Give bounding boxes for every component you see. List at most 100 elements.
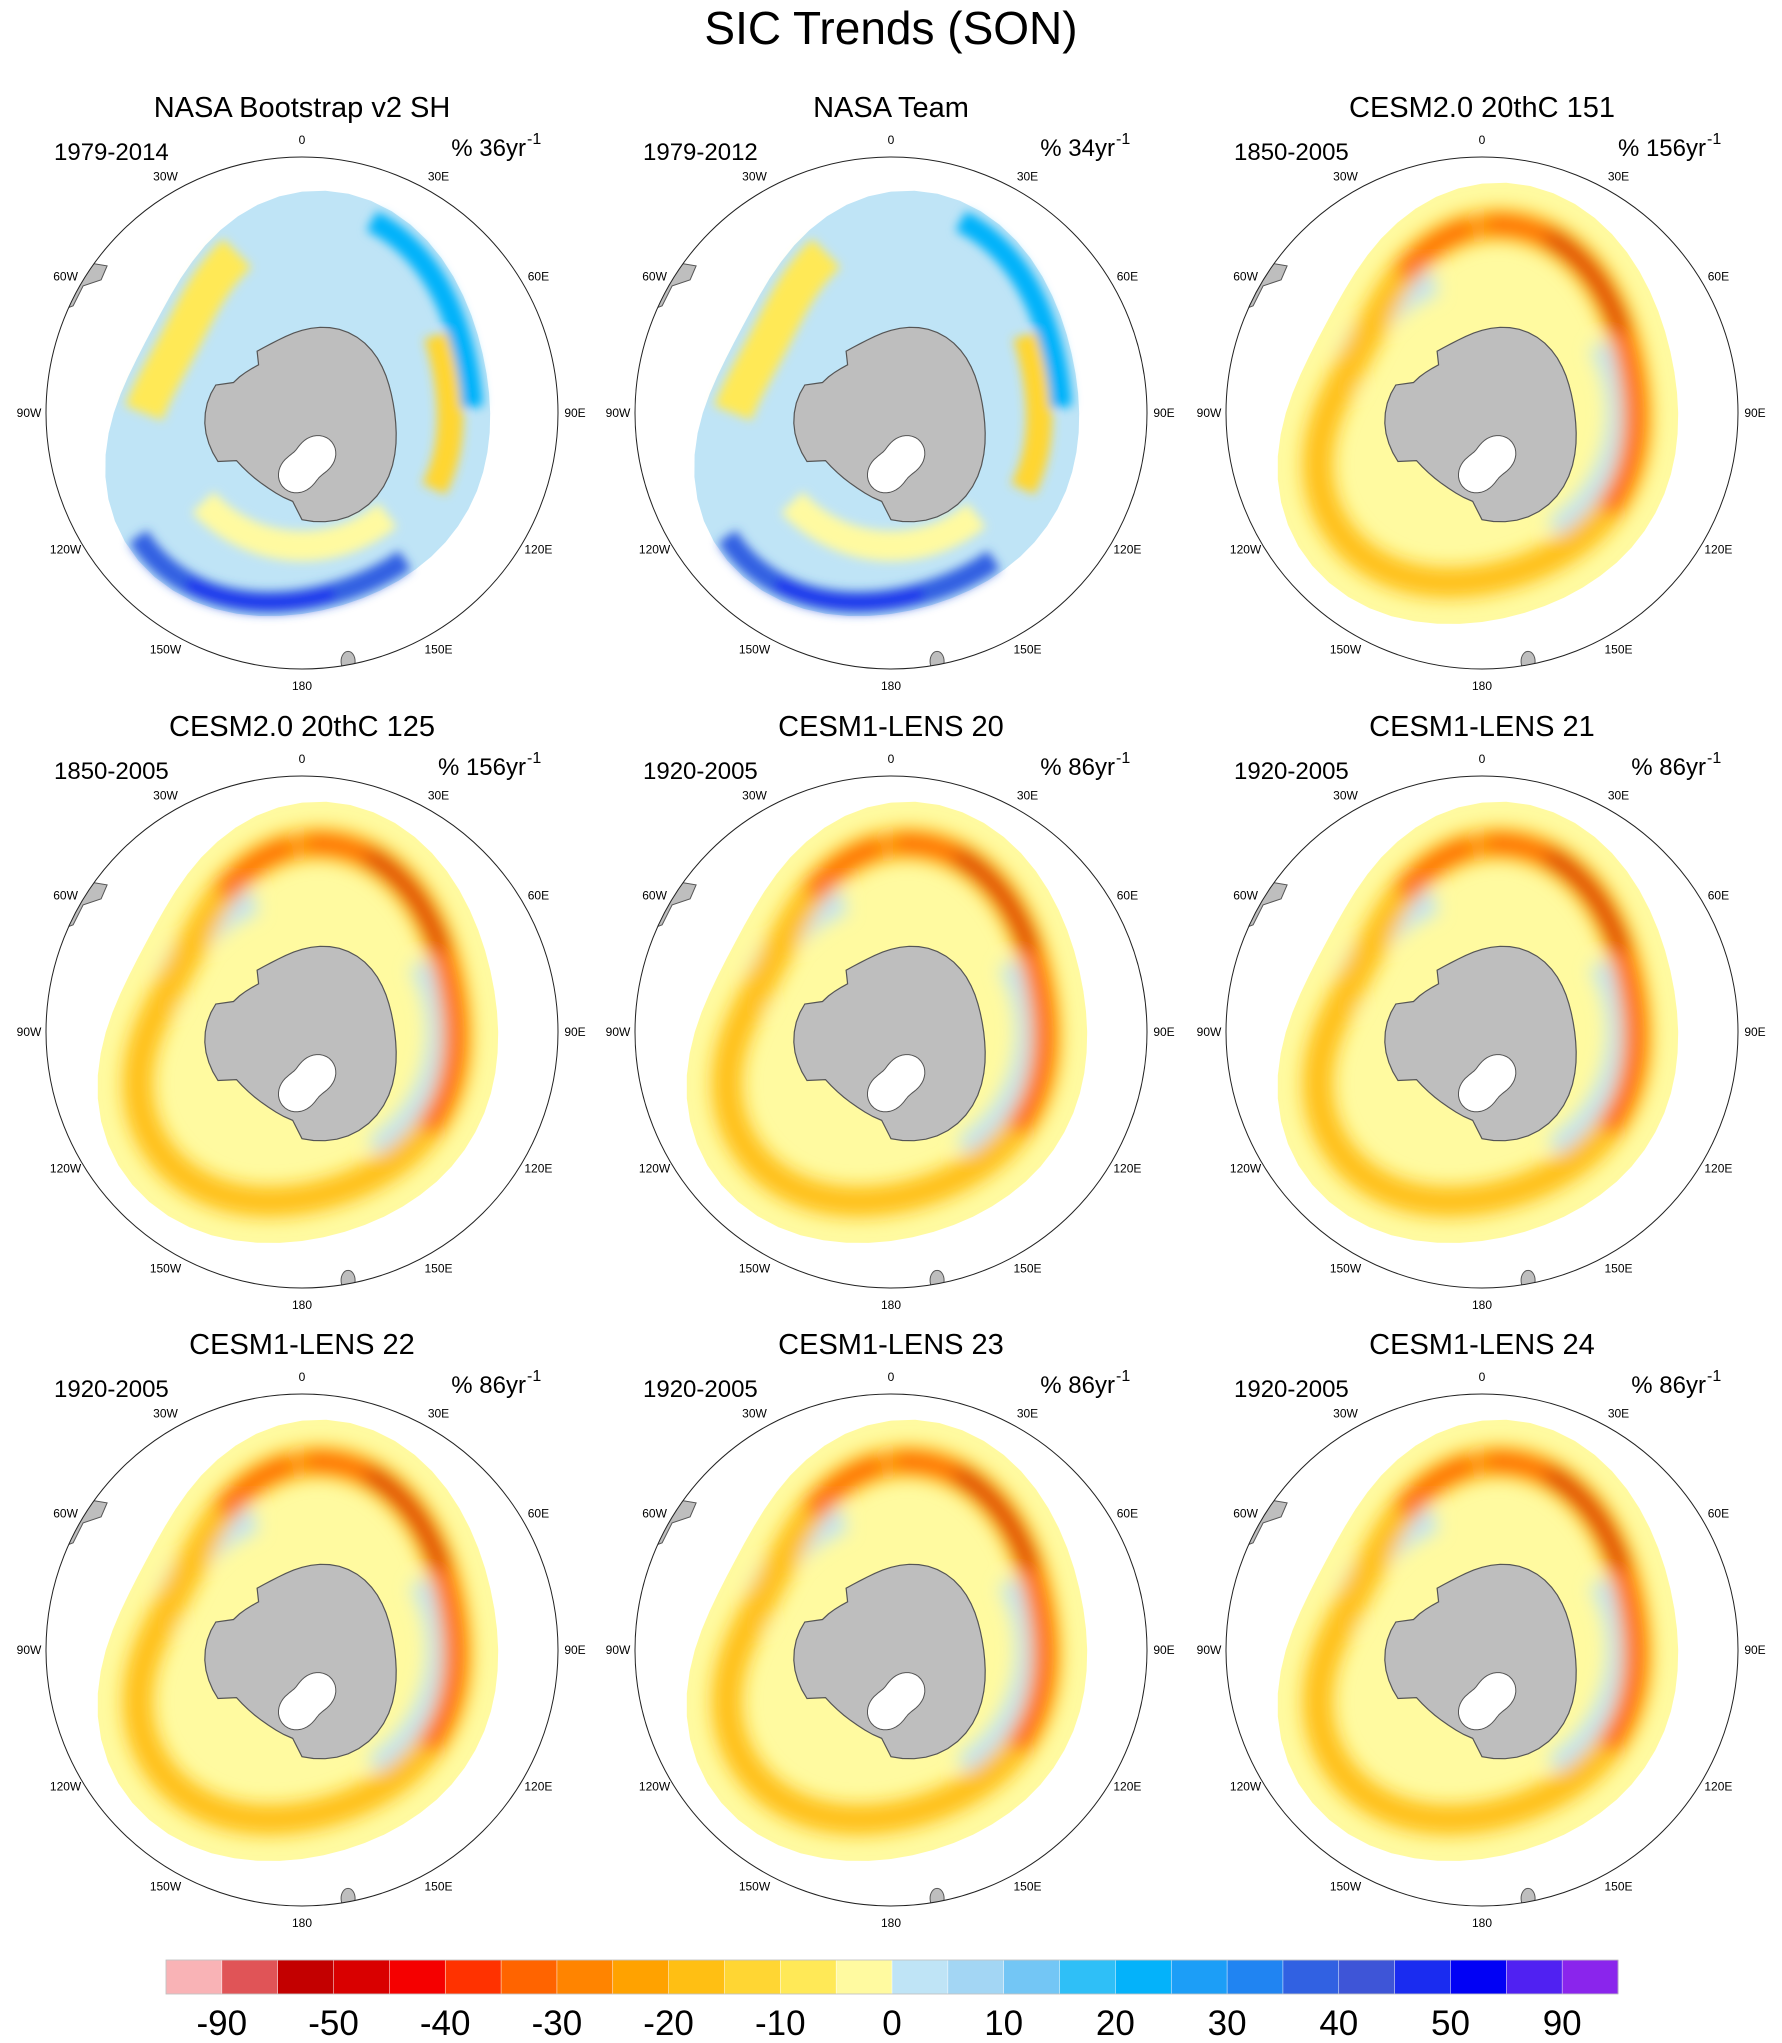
- colorbar-label: 10: [984, 2004, 1023, 2043]
- panel-units: % 86yr: [1631, 1372, 1706, 1399]
- longitude-tick-label: 30E: [428, 789, 449, 803]
- longitude-tick-label: 30W: [742, 789, 767, 803]
- panel-period: 1979-2014: [54, 139, 169, 166]
- antarctica-landmass: [204, 1563, 397, 1760]
- longitude-tick-label: 120W: [1230, 543, 1262, 557]
- ross-ice-shelf: [1458, 1054, 1517, 1113]
- longitude-tick-label: 90E: [564, 1643, 585, 1657]
- ross-ice-shelf: [278, 435, 337, 494]
- panel-period: 1920-2005: [1234, 1376, 1349, 1403]
- longitude-tick-label: 150W: [739, 1879, 771, 1893]
- longitude-tick-label: 120W: [639, 543, 671, 557]
- trend-negative-patch: [125, 238, 252, 421]
- island-landmass: [1520, 1269, 1536, 1288]
- panel-title: CESM1-LENS 23: [778, 1329, 1004, 1361]
- map-panel: 0 30E 60E 90E 120E 150E 180 150W 120W 90W 60W 30W CE…: [1197, 1329, 1766, 1930]
- map-panel: 0 30E 60E 90E 120E 150E 180 150W 120W 90W 60W 30W CE…: [17, 1329, 586, 1930]
- island-landmass: [929, 1269, 945, 1288]
- trend-negative-core: [362, 1465, 450, 1572]
- longitude-tick-label: 150W: [1330, 1879, 1362, 1893]
- longitude-tick-label: 120W: [50, 1780, 82, 1794]
- panel-units: % 86yr: [1040, 1372, 1115, 1399]
- colorbar-swatch: [389, 1959, 447, 1995]
- trend-positive-band: [774, 578, 925, 608]
- colorbar-swatch: [333, 1959, 391, 1995]
- longitude-tick-label: 150W: [1330, 642, 1362, 656]
- ross-ice-shelf: [867, 1672, 926, 1731]
- longitude-tick-label: 90E: [1153, 1025, 1174, 1039]
- longitude-tick-label: 150E: [1604, 1879, 1632, 1893]
- panel-units-exponent: -1: [527, 750, 541, 767]
- trend-negative-core: [1542, 1465, 1630, 1572]
- longitude-tick-label: 120W: [50, 1162, 82, 1176]
- longitude-tick-label: 150E: [424, 642, 452, 656]
- longitude-tick-label: 180: [881, 1916, 901, 1930]
- island-landmass: [929, 1887, 945, 1906]
- antarctica-landmass: [793, 326, 986, 523]
- longitude-tick-label: 0: [299, 752, 306, 766]
- map-boundary-circle: [634, 1393, 1148, 1907]
- map-panel: 0 30E 60E 90E 120E 150E 180 150W 120W 90W 60W 30W NA…: [606, 92, 1175, 693]
- colorbar-label: 0: [882, 2004, 901, 2043]
- colorbar-swatch: [1338, 1959, 1396, 1995]
- ross-ice-shelf: [1458, 1672, 1517, 1731]
- longitude-tick-label: 30W: [153, 170, 178, 184]
- panel-title: CESM1-LENS 21: [1369, 711, 1595, 743]
- longitude-tick-label: 30E: [1017, 170, 1038, 184]
- colorbar: -90 -50 -40 -30 -20 -10 0 10 20 30 40 50 90: [165, 1959, 1619, 2043]
- longitude-tick-label: 90E: [1153, 1643, 1174, 1657]
- ross-ice-shelf: [278, 1054, 337, 1113]
- longitude-tick-label: 0: [1479, 752, 1486, 766]
- longitude-tick-label: 0: [299, 133, 306, 147]
- longitude-tick-label: 120E: [524, 1162, 552, 1176]
- panel-units-exponent: -1: [527, 131, 541, 148]
- longitude-tick-label: 30E: [1608, 170, 1629, 184]
- longitude-tick-label: 30E: [1608, 789, 1629, 803]
- panel-period: 1920-2005: [643, 758, 758, 785]
- colorbar-label: -90: [197, 2004, 248, 2043]
- map-boundary-circle: [45, 775, 559, 1289]
- map-panel: 0 30E 60E 90E 120E 150E 180 150W 120W 90W 60W 30W CE…: [17, 711, 586, 1312]
- ross-ice-shelf: [867, 435, 926, 494]
- longitude-tick-label: 90E: [1744, 1025, 1765, 1039]
- longitude-tick-label: 30W: [1333, 1407, 1358, 1421]
- colorbar-swatch: [1450, 1959, 1508, 1995]
- longitude-tick-label: 60W: [1233, 270, 1258, 284]
- longitude-tick-label: 60W: [642, 889, 667, 903]
- colorbar-swatch: [1394, 1959, 1452, 1995]
- longitude-tick-label: 30E: [1608, 1407, 1629, 1421]
- map-boundary-circle: [1225, 156, 1739, 670]
- longitude-tick-label: 90E: [1744, 1643, 1765, 1657]
- panel-title: CESM1-LENS 20: [778, 711, 1004, 743]
- colorbar-label: -20: [643, 2004, 694, 2043]
- longitude-tick-label: 0: [888, 1370, 895, 1384]
- colorbar-label: -40: [420, 2004, 471, 2043]
- longitude-tick-label: 120W: [1230, 1162, 1262, 1176]
- island-landmass: [340, 1887, 356, 1906]
- colorbar-swatch: [1003, 1959, 1061, 1995]
- longitude-tick-label: 120W: [639, 1162, 671, 1176]
- colorbar-swatch: [1561, 1959, 1619, 1995]
- longitude-tick-label: 60W: [1233, 889, 1258, 903]
- panel-period: 1850-2005: [1234, 139, 1349, 166]
- longitude-tick-label: 90E: [564, 1025, 585, 1039]
- panel-period: 1920-2005: [1234, 758, 1349, 785]
- longitude-tick-label: 90E: [1153, 406, 1174, 420]
- island-landmass: [1520, 1887, 1536, 1906]
- longitude-tick-label: 90W: [17, 1643, 42, 1657]
- longitude-tick-label: 30W: [153, 789, 178, 803]
- map-panel: 0 30E 60E 90E 120E 150E 180 150W 120W 90W 60W 30W CE…: [606, 711, 1175, 1312]
- longitude-tick-label: 120W: [50, 543, 82, 557]
- longitude-tick-label: 120E: [1704, 1780, 1732, 1794]
- island-landmass: [340, 1269, 356, 1288]
- longitude-tick-label: 90W: [17, 406, 42, 420]
- colorbar-label: 90: [1543, 2004, 1582, 2043]
- longitude-tick-label: 120E: [524, 543, 552, 557]
- longitude-tick-label: 30W: [742, 170, 767, 184]
- map-panel: 0 30E 60E 90E 120E 150E 180 150W 120W 90W 60W 30W CE…: [606, 1329, 1175, 1930]
- antarctica-landmass: [793, 945, 986, 1142]
- colorbar-swatch: [1059, 1959, 1117, 1995]
- longitude-tick-label: 90W: [606, 1025, 631, 1039]
- longitude-tick-label: 60W: [53, 889, 78, 903]
- colorbar-label: -30: [532, 2004, 583, 2043]
